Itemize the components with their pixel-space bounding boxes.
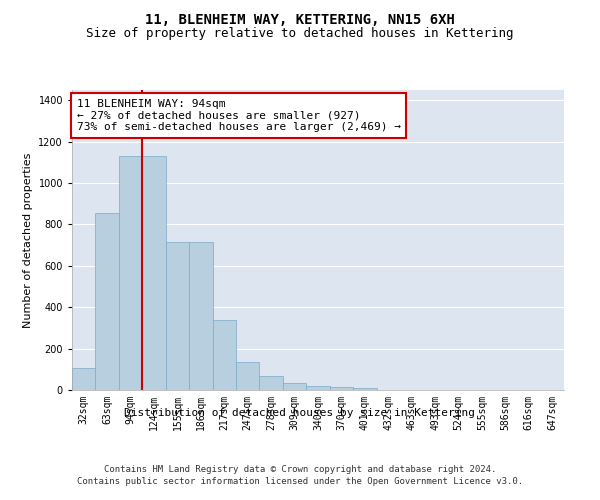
Bar bbox=[212, 320, 236, 390]
Bar bbox=[353, 388, 377, 390]
Text: Contains HM Land Registry data © Crown copyright and database right 2024.: Contains HM Land Registry data © Crown c… bbox=[104, 465, 496, 474]
Text: Size of property relative to detached houses in Kettering: Size of property relative to detached ho… bbox=[86, 28, 514, 40]
Bar bbox=[236, 362, 259, 390]
Bar bbox=[306, 386, 330, 390]
Text: Distribution of detached houses by size in Kettering: Distribution of detached houses by size … bbox=[125, 408, 476, 418]
Text: Contains public sector information licensed under the Open Government Licence v3: Contains public sector information licen… bbox=[77, 478, 523, 486]
Bar bbox=[283, 383, 306, 390]
Bar bbox=[259, 376, 283, 390]
Bar bbox=[189, 242, 212, 390]
Bar bbox=[72, 368, 95, 390]
Text: 11, BLENHEIM WAY, KETTERING, NN15 6XH: 11, BLENHEIM WAY, KETTERING, NN15 6XH bbox=[145, 12, 455, 26]
Text: 11 BLENHEIM WAY: 94sqm
← 27% of detached houses are smaller (927)
73% of semi-de: 11 BLENHEIM WAY: 94sqm ← 27% of detached… bbox=[77, 99, 401, 132]
Bar bbox=[330, 387, 353, 390]
Bar bbox=[166, 242, 189, 390]
Bar bbox=[142, 156, 166, 390]
Bar bbox=[119, 156, 142, 390]
Y-axis label: Number of detached properties: Number of detached properties bbox=[23, 152, 33, 328]
Bar bbox=[95, 213, 119, 390]
